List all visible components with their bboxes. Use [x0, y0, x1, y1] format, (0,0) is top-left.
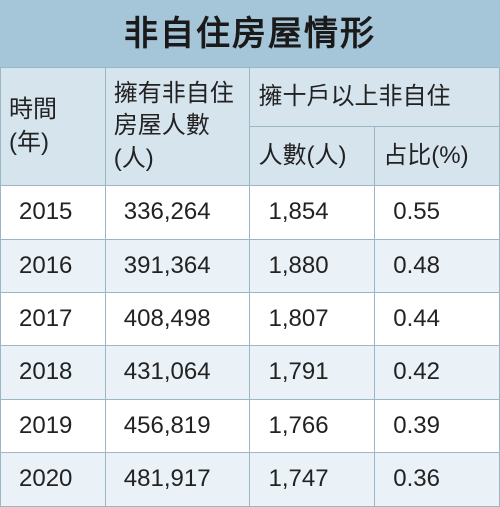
table-head: 時間(年) 擁有非自住房屋人數(人) 擁十戶以上非自住 人數(人) 占比(%) — [1, 68, 500, 186]
header-ratio: 占比(%) — [375, 127, 500, 186]
cell-year: 2015 — [1, 186, 106, 239]
cell-ratio: 0.36 — [375, 453, 500, 506]
housing-table: 時間(年) 擁有非自住房屋人數(人) 擁十戶以上非自住 人數(人) 占比(%) … — [0, 67, 500, 507]
cell-ratio: 0.55 — [375, 186, 500, 239]
cell-year: 2020 — [1, 453, 106, 506]
cell-people: 1,880 — [250, 239, 375, 292]
cell-people: 1,854 — [250, 186, 375, 239]
cell-year: 2018 — [1, 346, 106, 399]
cell-people: 1,791 — [250, 346, 375, 399]
table-title: 非自住房屋情形 — [0, 0, 500, 67]
header-year: 時間(年) — [1, 68, 106, 186]
cell-owners: 456,819 — [105, 399, 250, 452]
cell-ratio: 0.44 — [375, 292, 500, 345]
cell-ratio: 0.39 — [375, 399, 500, 452]
cell-year: 2019 — [1, 399, 106, 452]
header-tenplus-group: 擁十戶以上非自住 — [250, 68, 500, 127]
cell-year: 2017 — [1, 292, 106, 345]
cell-owners: 408,498 — [105, 292, 250, 345]
cell-owners: 336,264 — [105, 186, 250, 239]
header-owners: 擁有非自住房屋人數(人) — [105, 68, 250, 186]
cell-people: 1,747 — [250, 453, 375, 506]
cell-people: 1,766 — [250, 399, 375, 452]
cell-owners: 391,364 — [105, 239, 250, 292]
cell-year: 2016 — [1, 239, 106, 292]
cell-owners: 431,064 — [105, 346, 250, 399]
cell-ratio: 0.48 — [375, 239, 500, 292]
cell-people: 1,807 — [250, 292, 375, 345]
table-row: 2020481,9171,7470.36 — [1, 453, 500, 506]
header-people: 人數(人) — [250, 127, 375, 186]
cell-owners: 481,917 — [105, 453, 250, 506]
table-body: 2015336,2641,8540.552016391,3641,8800.48… — [1, 186, 500, 506]
table-row: 2015336,2641,8540.55 — [1, 186, 500, 239]
cell-ratio: 0.42 — [375, 346, 500, 399]
table-row: 2017408,4981,8070.44 — [1, 292, 500, 345]
table-row: 2016391,3641,8800.48 — [1, 239, 500, 292]
table-row: 2019456,8191,7660.39 — [1, 399, 500, 452]
table-row: 2018431,0641,7910.42 — [1, 346, 500, 399]
